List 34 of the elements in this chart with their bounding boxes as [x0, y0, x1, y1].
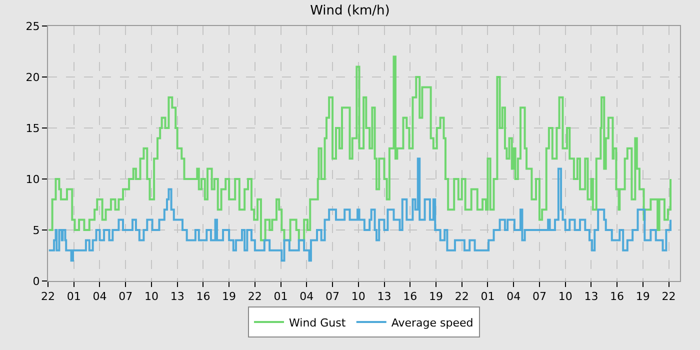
y-tick-label: 5 [32, 224, 40, 237]
x-tick-label: 07 [326, 290, 340, 304]
x-tick-label: 19 [428, 290, 443, 304]
x-tick-label: 04 [506, 290, 521, 304]
x-tick-label: 16 [403, 290, 418, 304]
x-tick-label: 01 [274, 290, 288, 304]
x-tick-label: 22 [662, 290, 676, 304]
chart-title: Wind (km/h) [310, 3, 390, 18]
y-tick-label: 25 [26, 20, 40, 33]
x-tick-label: 07 [532, 290, 546, 304]
legend-label: Wind Gust [289, 316, 346, 330]
x-tick-label: 22 [454, 290, 469, 304]
y-tick-label: 0 [32, 274, 40, 288]
y-tick-label: 20 [26, 70, 40, 84]
x-tick-label: 04 [92, 290, 107, 304]
x-tick-label: 07 [118, 290, 133, 304]
x-tick-label: 10 [351, 290, 366, 304]
x-tick-label: 13 [170, 290, 184, 304]
x-tick-label: 01 [66, 290, 81, 304]
x-tick-label: 10 [144, 290, 158, 304]
x-tick-label: 19 [222, 290, 236, 304]
x-tick-label: 10 [558, 290, 572, 304]
x-tick-label: 13 [584, 290, 598, 304]
x-tick-label: 01 [480, 290, 495, 304]
y-tick-label: 15 [26, 122, 40, 135]
x-tick-label: 04 [300, 290, 314, 304]
y-tick-label: 10 [26, 172, 40, 186]
legend-label: Average speed [391, 316, 474, 330]
x-tick-label: 16 [610, 290, 624, 304]
x-tick-label: 22 [41, 290, 55, 304]
x-tick-label: 16 [196, 290, 210, 304]
x-tick-label: 19 [636, 290, 650, 304]
x-tick-label: 22 [248, 290, 262, 304]
x-tick-label: 13 [377, 290, 392, 304]
